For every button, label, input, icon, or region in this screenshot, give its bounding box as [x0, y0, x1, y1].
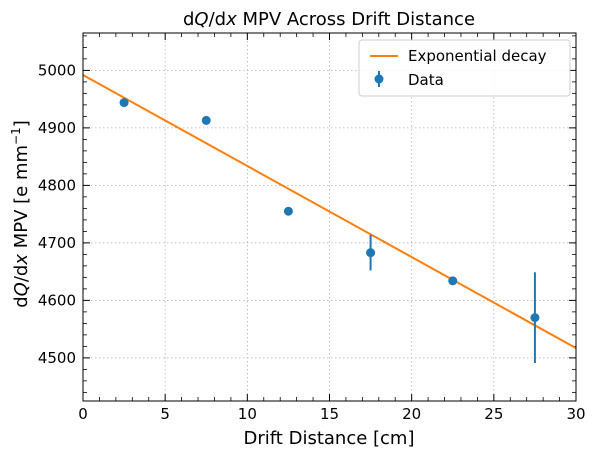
y-tick-label: 5000 [38, 61, 76, 79]
x-tick-label: 30 [566, 405, 585, 423]
data-point [283, 206, 293, 216]
x-tick-labels: 0 5 10 15 20 25 30 [78, 405, 585, 423]
x-tick-label: 20 [402, 405, 421, 423]
y-tick-label: 4500 [38, 349, 76, 367]
y-tick-label: 4700 [38, 234, 76, 252]
x-axis-label: Drift Distance [cm] [244, 428, 415, 449]
x-tick-label: 5 [160, 405, 170, 423]
chart-title: dQ/dx MPV Across Drift Distance [183, 9, 475, 30]
y-tick-label: 4600 [38, 291, 76, 309]
data-point [448, 276, 458, 286]
data-point [119, 98, 129, 108]
legend-label-data: Data [408, 71, 444, 89]
series-layer [82, 74, 577, 364]
legend-swatch-data-marker [374, 74, 384, 84]
y-tick-label: 4900 [38, 119, 76, 137]
y-axis-label: dQ/dx MPV [e mm−1] [9, 120, 32, 308]
x-tick-label: 25 [484, 405, 503, 423]
plot-frame [82, 32, 577, 402]
y-tick-labels: 4500 4600 4700 4800 4900 5000 [38, 61, 76, 367]
x-tick-label: 0 [78, 405, 88, 423]
fit-line-exponential-decay [82, 74, 577, 349]
x-tick-label: 10 [238, 405, 257, 423]
y-tick-label: 4800 [38, 176, 76, 194]
legend-label-exponential-decay: Exponential decay [408, 47, 547, 65]
major-ticks [82, 33, 577, 401]
data-point [530, 313, 540, 323]
data-point [201, 115, 211, 125]
legend-box [358, 39, 571, 97]
x-tick-label: 15 [320, 405, 339, 423]
legend: Exponential decay Data [358, 39, 571, 97]
data-point [366, 248, 376, 258]
